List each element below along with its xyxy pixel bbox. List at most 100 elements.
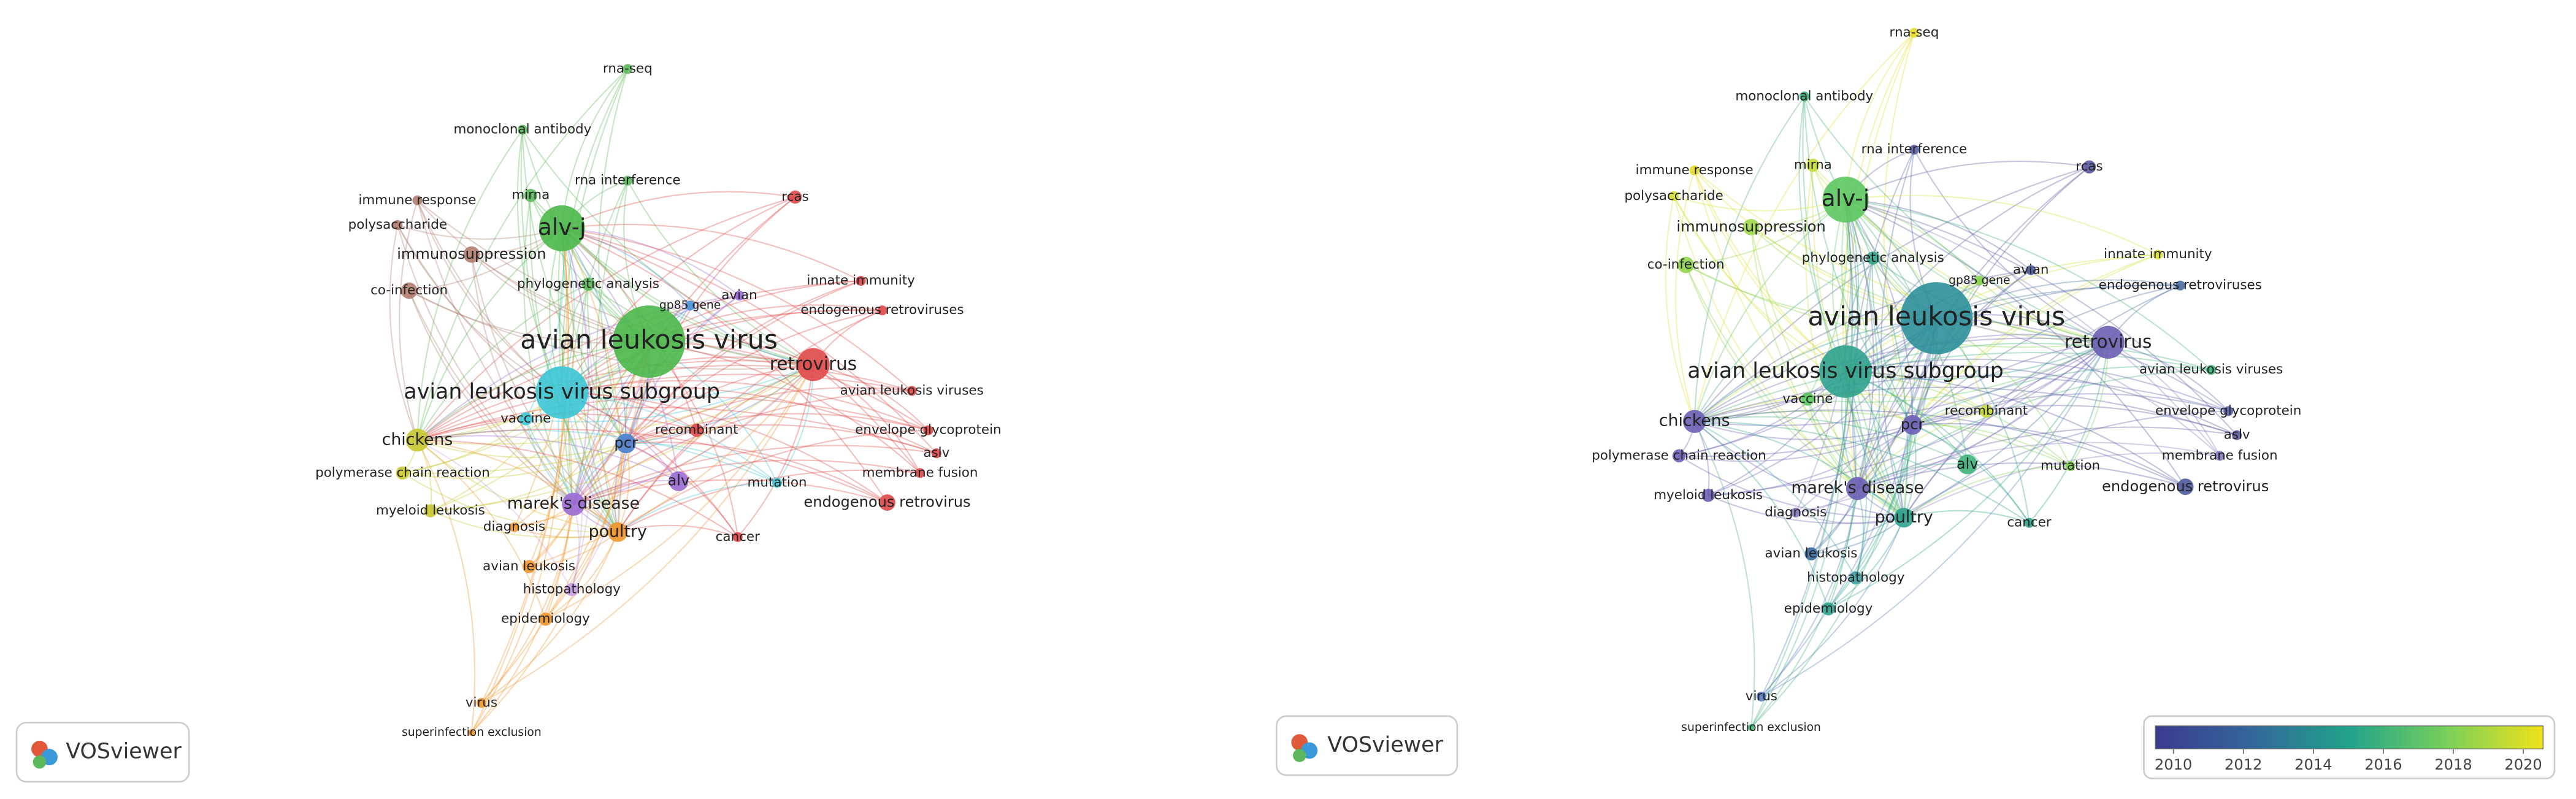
edge bbox=[402, 443, 627, 479]
node bbox=[931, 448, 941, 459]
edge bbox=[2028, 342, 2109, 524]
node bbox=[2175, 280, 2185, 291]
edge bbox=[402, 341, 650, 474]
edge bbox=[525, 418, 574, 505]
edge bbox=[617, 364, 814, 533]
edge bbox=[470, 254, 574, 505]
node bbox=[1894, 508, 1914, 528]
edge bbox=[588, 283, 814, 365]
edge bbox=[1807, 342, 2109, 403]
edge bbox=[625, 364, 814, 444]
edge bbox=[1807, 399, 1904, 519]
node-label: rna interference bbox=[1861, 142, 1968, 157]
edge bbox=[561, 392, 583, 590]
edge bbox=[1673, 196, 1913, 426]
node-label: histopathology bbox=[1807, 570, 1905, 585]
logo-icon bbox=[1293, 749, 1306, 762]
edge bbox=[1694, 170, 2109, 343]
edge bbox=[1912, 424, 2071, 467]
edge bbox=[1694, 410, 2071, 467]
node bbox=[2082, 160, 2096, 174]
node-label: retrovirus bbox=[770, 353, 857, 374]
edge bbox=[1805, 165, 1858, 489]
edge bbox=[520, 129, 619, 533]
node-label: immune response bbox=[358, 193, 476, 208]
node bbox=[1677, 256, 1695, 273]
edge bbox=[1693, 170, 1913, 426]
node-label: membrane fusion bbox=[2162, 448, 2278, 463]
edge bbox=[1912, 254, 2158, 426]
node bbox=[1669, 191, 1679, 201]
node-label: avian leukosis virus bbox=[520, 325, 778, 356]
edge bbox=[1694, 318, 1938, 422]
edge bbox=[1693, 170, 1904, 519]
edge bbox=[1798, 96, 1846, 372]
edge bbox=[595, 180, 629, 533]
logo-text: VOSviewer bbox=[1327, 733, 1443, 757]
node bbox=[1909, 28, 1919, 38]
edge bbox=[1693, 170, 1937, 319]
edge bbox=[416, 200, 627, 445]
edge bbox=[1678, 455, 1904, 519]
edge bbox=[1844, 371, 1868, 578]
edge bbox=[417, 439, 626, 459]
edge bbox=[561, 356, 814, 394]
node bbox=[522, 560, 536, 573]
edge bbox=[617, 429, 929, 533]
edge bbox=[1845, 342, 2212, 372]
edge bbox=[1694, 386, 2237, 436]
edge bbox=[626, 442, 888, 503]
node-label: avian bbox=[721, 288, 757, 303]
edge bbox=[389, 224, 418, 441]
edge bbox=[737, 364, 815, 538]
node-label: cancer bbox=[716, 529, 760, 545]
node-label: myeloid leukosis bbox=[376, 503, 485, 518]
edge bbox=[1694, 421, 1830, 610]
node-label: rcas bbox=[781, 189, 808, 204]
edge bbox=[626, 387, 912, 445]
node-label: vaccine bbox=[1782, 391, 1833, 407]
edge bbox=[1845, 370, 2186, 487]
node-label: avian leukosis virus subgroup bbox=[404, 380, 719, 404]
node-label: epidemiology bbox=[1784, 601, 1873, 616]
node-label: diagnosis bbox=[483, 519, 545, 535]
edge bbox=[1844, 32, 1915, 200]
node bbox=[797, 348, 830, 381]
edge bbox=[1912, 365, 2212, 426]
edge bbox=[481, 504, 574, 704]
node-label: immunosuppression bbox=[397, 245, 546, 262]
edge bbox=[525, 418, 618, 533]
node bbox=[581, 277, 595, 291]
edge bbox=[1685, 264, 2109, 348]
edge bbox=[1845, 166, 2090, 372]
edge bbox=[1936, 317, 2220, 457]
edge bbox=[402, 472, 618, 533]
node-label: monoclonal antibody bbox=[453, 122, 591, 137]
edge bbox=[1693, 199, 1846, 422]
edge bbox=[561, 364, 912, 394]
edge bbox=[471, 443, 627, 733]
edge bbox=[1903, 452, 2220, 519]
node bbox=[401, 282, 418, 299]
edge bbox=[561, 227, 627, 444]
edge bbox=[514, 364, 814, 528]
edge bbox=[1857, 369, 2212, 489]
scale-bar bbox=[2155, 725, 2543, 749]
edge bbox=[1694, 342, 2109, 426]
node bbox=[1822, 177, 1869, 223]
edge bbox=[481, 341, 650, 704]
edge bbox=[598, 69, 629, 444]
node-label: polysaccharide bbox=[1624, 188, 1723, 204]
edge bbox=[397, 224, 627, 445]
node-label: chickens bbox=[1659, 411, 1730, 430]
edge bbox=[1694, 421, 2030, 524]
edge bbox=[573, 480, 679, 505]
edge bbox=[562, 386, 937, 454]
node bbox=[1689, 165, 1700, 175]
edge bbox=[430, 341, 650, 511]
edge bbox=[417, 439, 618, 533]
edge bbox=[1903, 465, 2071, 519]
edge bbox=[1852, 149, 1915, 489]
edge bbox=[1761, 342, 2109, 697]
node-label: marek's disease bbox=[507, 494, 640, 513]
